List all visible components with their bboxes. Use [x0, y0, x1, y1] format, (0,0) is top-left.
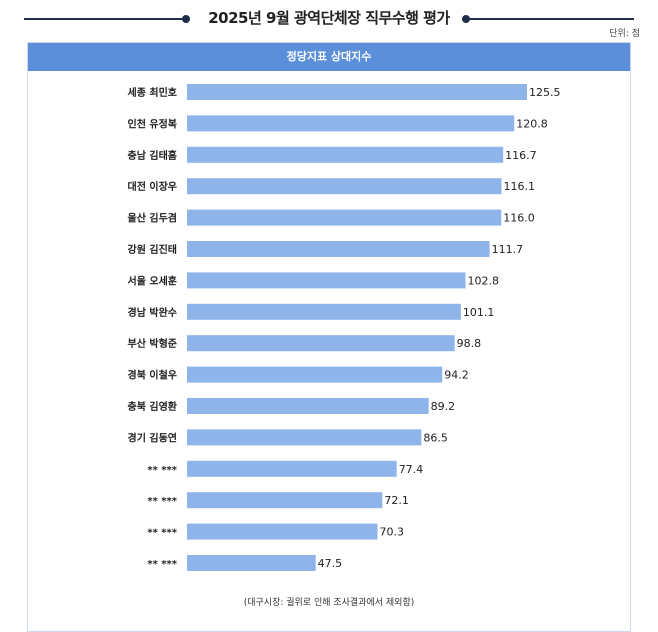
value-label: 120.8: [516, 117, 548, 130]
title-bar: 2025년 9월 광역단체장 직무수행 평가: [0, 6, 658, 30]
category-label: ** ***: [147, 465, 177, 476]
bar: [187, 84, 527, 100]
category-label: 경기 김동연: [128, 431, 177, 444]
category-label: 울산 김두겸: [128, 212, 177, 225]
chart-title: 2025년 9월 광역단체장 직무수행 평가: [208, 9, 450, 27]
category-label: ** ***: [147, 528, 177, 539]
value-label: 98.8: [457, 337, 482, 350]
title-line-right: [466, 18, 634, 20]
value-label: 116.1: [504, 180, 536, 193]
value-label: 89.2: [431, 400, 456, 413]
value-label: 72.1: [384, 494, 409, 507]
chart-note: (대구시장: 궐위로 인해 조사결과에서 제외함): [243, 598, 415, 608]
bar: [187, 366, 443, 383]
value-label: 47.5: [318, 557, 343, 570]
bar: [187, 492, 383, 509]
category-label: 부산 박형준: [128, 337, 177, 350]
value-label: 111.7: [492, 243, 523, 256]
category-label: ** ***: [147, 496, 177, 507]
bar: [187, 115, 515, 132]
bar: [187, 209, 502, 226]
category-label: 서울 오세훈: [128, 274, 177, 287]
bar: [187, 241, 490, 257]
value-label: 116.7: [505, 149, 537, 162]
category-label: 경남 박완수: [128, 306, 177, 319]
bar: [187, 178, 502, 195]
unit-label: 단위: 점: [609, 29, 640, 39]
bar: [187, 523, 378, 540]
bar: [187, 429, 422, 446]
value-label: 70.3: [379, 526, 404, 539]
bar: [187, 272, 466, 289]
chart-subtitle: 정당지표 상대지수: [28, 43, 630, 71]
value-label: 86.5: [423, 431, 448, 444]
category-label: 경북 이철우: [128, 369, 177, 382]
bar: [187, 460, 397, 477]
bar: [187, 303, 461, 320]
bar: [187, 398, 429, 414]
title-line-left: [24, 18, 184, 20]
category-label: 강원 김진태: [128, 243, 177, 256]
bar: [187, 555, 316, 571]
value-label: 101.1: [463, 306, 495, 319]
category-label: 대전 이장우: [128, 180, 177, 193]
value-label: 116.0: [503, 212, 535, 225]
value-label: 102.8: [468, 274, 500, 287]
value-label: 94.2: [444, 369, 469, 382]
category-label: 충남 김태흠: [128, 149, 177, 162]
bar: [187, 146, 504, 163]
value-label: 77.4: [399, 463, 424, 476]
value-label: 125.5: [529, 86, 561, 99]
bar: [187, 335, 455, 352]
category-label: 충북 김영환: [128, 400, 178, 413]
category-label: 세종 최민호: [128, 86, 177, 99]
title-dot-left: [182, 15, 190, 23]
category-label: 인천 유정복: [128, 117, 177, 130]
category-label: ** ***: [147, 559, 177, 570]
